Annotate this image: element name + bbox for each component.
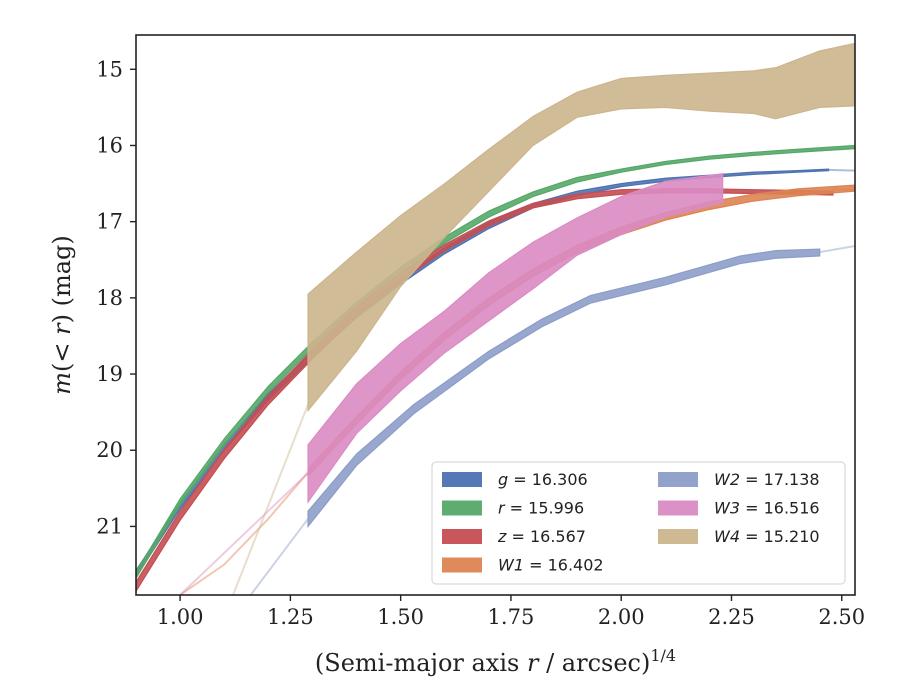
legend-swatch-g <box>442 472 482 487</box>
y-tick-label: 19 <box>96 362 123 386</box>
legend-label-g: g = 16.306 <box>498 470 588 489</box>
legend-swatch-w3 <box>658 500 698 516</box>
x-axis: 1.00 1.25 1.50 1.75 2.00 2.25 2.50 <box>157 595 865 629</box>
legend-box <box>431 461 846 585</box>
legend-label-w3: W3 = 16.516 <box>714 499 820 518</box>
y-tick-label: 16 <box>96 133 123 157</box>
series-w4-band <box>307 42 855 413</box>
series-w3-band <box>307 172 724 504</box>
legend-label-w2: W2 = 17.138 <box>714 470 820 489</box>
series-w4-extrapolation <box>232 404 309 595</box>
y-tick-label: 17 <box>96 210 123 234</box>
series-w3-extrapolation <box>179 472 309 595</box>
legend-label-w4: W4 = 15.210 <box>714 527 820 546</box>
y-axis: 15 16 17 18 19 20 21 <box>96 57 136 538</box>
legend-swatch-w2 <box>658 472 698 487</box>
y-axis-label: m(< r) (mag) <box>48 235 76 395</box>
y-tick-label: 21 <box>96 514 123 538</box>
y-tick-label: 20 <box>96 438 123 462</box>
x-tick-label: 2.00 <box>598 605 645 629</box>
legend-label-r: r = 15.996 <box>498 499 584 518</box>
plot-frame <box>135 34 856 596</box>
legend: g = 16.306 r = 15.996 z = 16.567 W1 = 16.40… <box>431 461 846 585</box>
series-w1-extrapolation <box>179 471 309 595</box>
legend-label-z: z = 16.567 <box>497 527 586 546</box>
y-tick-label: 15 <box>96 57 123 81</box>
x-tick-label: 1.75 <box>488 605 535 629</box>
x-tick-label: 1.25 <box>267 605 314 629</box>
x-tick-label: 2.25 <box>708 605 755 629</box>
legend-label-w1: W1 = 16.402 <box>498 556 604 575</box>
plot-area <box>136 42 855 595</box>
legend-swatch-w1 <box>442 557 482 573</box>
y-tick-label: 18 <box>96 286 123 310</box>
legend-swatch-r <box>442 500 482 516</box>
legend-swatch-z <box>442 529 482 544</box>
x-tick-label: 1.50 <box>377 605 424 629</box>
series-w2-band <box>307 248 821 529</box>
x-tick-label: 1.00 <box>157 605 204 629</box>
x-axis-label: (Semi-major axis r / arcsec)1/4 <box>315 646 676 677</box>
x-tick-label: 2.50 <box>818 605 865 629</box>
legend-swatch-w4 <box>658 529 698 544</box>
series-w2-extrapolation <box>819 245 855 254</box>
series-w2-extrapolation <box>249 518 309 595</box>
series-g-extrapolation <box>828 168 855 172</box>
